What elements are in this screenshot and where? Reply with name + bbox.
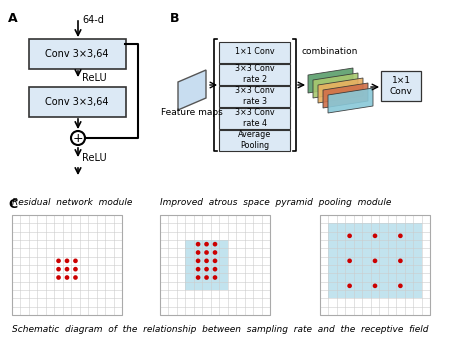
Circle shape xyxy=(213,250,218,255)
Circle shape xyxy=(373,233,377,238)
Text: B: B xyxy=(170,12,180,25)
Text: Improved  atrous  space  pyramid  pooling  module: Improved atrous space pyramid pooling mo… xyxy=(160,198,392,207)
Text: 3×3 Conv
rate 3: 3×3 Conv rate 3 xyxy=(235,86,275,106)
Text: ReLU: ReLU xyxy=(82,153,107,163)
Polygon shape xyxy=(308,68,353,93)
Text: ReLU: ReLU xyxy=(82,73,107,83)
Circle shape xyxy=(398,233,403,238)
Circle shape xyxy=(204,250,209,255)
Circle shape xyxy=(204,275,209,280)
FancyBboxPatch shape xyxy=(29,39,126,69)
Circle shape xyxy=(373,258,377,263)
Circle shape xyxy=(204,242,209,246)
Circle shape xyxy=(347,258,352,263)
Circle shape xyxy=(204,267,209,272)
Polygon shape xyxy=(328,88,373,113)
Circle shape xyxy=(213,267,218,272)
Circle shape xyxy=(64,267,69,272)
Circle shape xyxy=(56,267,61,272)
FancyBboxPatch shape xyxy=(219,41,291,62)
Text: +: + xyxy=(73,131,83,145)
Text: Residual  network  module: Residual network module xyxy=(12,198,132,207)
Circle shape xyxy=(64,275,69,280)
Circle shape xyxy=(347,283,352,288)
FancyBboxPatch shape xyxy=(29,87,126,117)
Text: Conv 3×3,64: Conv 3×3,64 xyxy=(45,97,109,107)
Circle shape xyxy=(347,233,352,238)
Text: 1×1 Conv: 1×1 Conv xyxy=(235,47,275,56)
Circle shape xyxy=(73,275,78,280)
Text: 64-d: 64-d xyxy=(82,15,104,25)
Text: 3×3 Conv
rate 2: 3×3 Conv rate 2 xyxy=(235,64,275,84)
Bar xyxy=(328,223,421,298)
Text: Average
Pooling: Average Pooling xyxy=(238,130,272,150)
Polygon shape xyxy=(178,70,206,110)
Bar xyxy=(12,215,122,315)
Circle shape xyxy=(73,258,78,263)
Text: C: C xyxy=(8,198,17,211)
Circle shape xyxy=(64,258,69,263)
Circle shape xyxy=(398,258,403,263)
Polygon shape xyxy=(313,73,358,98)
Circle shape xyxy=(213,258,218,263)
FancyBboxPatch shape xyxy=(381,71,421,101)
FancyBboxPatch shape xyxy=(219,107,291,129)
Circle shape xyxy=(196,242,201,246)
Circle shape xyxy=(213,275,218,280)
Circle shape xyxy=(196,275,201,280)
Text: Schematic  diagram  of  the  relationship  between  sampling  rate  and  the  re: Schematic diagram of the relationship be… xyxy=(12,325,428,334)
Circle shape xyxy=(56,275,61,280)
Circle shape xyxy=(71,131,85,145)
Circle shape xyxy=(398,283,403,288)
FancyBboxPatch shape xyxy=(219,85,291,106)
Bar xyxy=(320,215,430,315)
Text: combination: combination xyxy=(302,47,358,56)
Bar xyxy=(185,240,228,290)
Circle shape xyxy=(213,242,218,246)
Text: A: A xyxy=(8,12,18,25)
Text: Conv 3×3,64: Conv 3×3,64 xyxy=(45,49,109,59)
FancyBboxPatch shape xyxy=(219,64,291,85)
Text: 3×3 Conv
rate 4: 3×3 Conv rate 4 xyxy=(235,108,275,128)
Bar xyxy=(160,215,270,315)
Circle shape xyxy=(373,283,377,288)
FancyBboxPatch shape xyxy=(219,130,291,151)
Circle shape xyxy=(204,258,209,263)
Circle shape xyxy=(56,258,61,263)
Circle shape xyxy=(196,258,201,263)
Circle shape xyxy=(196,267,201,272)
Circle shape xyxy=(196,250,201,255)
Circle shape xyxy=(73,267,78,272)
Text: Feature maps: Feature maps xyxy=(161,108,223,117)
Polygon shape xyxy=(318,78,363,103)
Polygon shape xyxy=(323,83,368,108)
Text: 1×1
Conv: 1×1 Conv xyxy=(390,76,412,96)
